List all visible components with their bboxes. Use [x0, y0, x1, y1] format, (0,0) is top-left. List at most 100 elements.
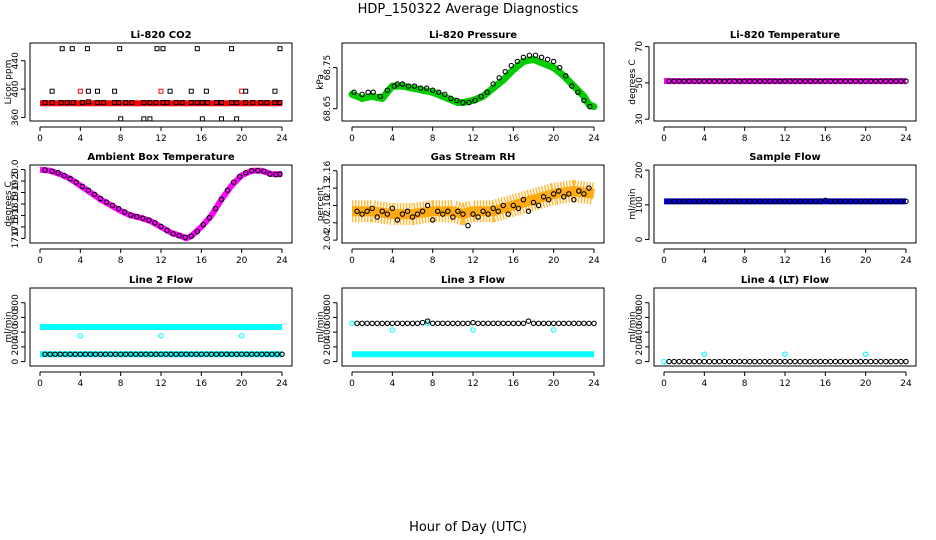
panel-2-series-averages-point	[550, 58, 557, 65]
panel-6-series-averages-point	[772, 198, 778, 205]
panel-6-series-averages-point	[706, 198, 713, 205]
panel-4-ytick-label: 20.0	[11, 159, 21, 179]
panel-7-series-averages-point	[213, 351, 220, 357]
panel-8-series-averages-point	[530, 320, 537, 327]
panel-8-series-averages-point	[515, 320, 522, 327]
panel-5-ytick-label: 2.10	[323, 195, 333, 215]
panel-2-series-averages-point	[423, 85, 430, 91]
panel-4-series-averages-point	[97, 195, 104, 202]
panel-9-series-averages-point	[716, 358, 723, 365]
panel-4-series-averages-point	[236, 173, 243, 180]
panel-8-series-averages-point	[465, 320, 471, 327]
panel-6-series-averages-point	[731, 198, 738, 205]
panel-9-series-averages-point	[691, 358, 697, 365]
panel-1-series-averages-point	[147, 116, 153, 121]
panel-5-series-averages-point	[560, 194, 567, 200]
panel-2-series-averages-point	[502, 68, 509, 75]
panel-3-series-averages-point	[857, 78, 864, 84]
panel-8-series-cyan-points-point	[389, 327, 396, 333]
panel-9-series-averages-point	[787, 358, 793, 365]
panel-7-series-averages-point	[42, 351, 48, 357]
panel-8-xtick-label: 20	[548, 379, 560, 389]
panel-7-series-averages-point	[92, 351, 99, 357]
chart-panel-4: Ambient Box Temperature degrees C 0 4 8 12 16 2…	[4, 152, 293, 266]
panel-1-series-averages-point	[58, 100, 64, 106]
panel-3-series-averages-point	[787, 78, 793, 84]
panel-1-series-red-markers-point	[158, 88, 164, 94]
panel-7-series-averages-point	[82, 351, 89, 357]
panel-9-series-averages-point	[852, 358, 859, 365]
panel-9-series-averages-point	[751, 358, 758, 365]
panel-8-series-averages-point	[399, 320, 406, 327]
panel-7-xtick-label: 4	[77, 379, 83, 389]
panel-7-series-averages-point	[223, 351, 230, 357]
panel-4-series-averages-point	[206, 215, 213, 221]
panel-7-series-averages-point	[67, 351, 74, 357]
panel-7-series-cyan-points-point	[77, 333, 84, 339]
panel-3-ylabel: degrees C	[628, 59, 638, 104]
panel-7-series-averages-point	[279, 351, 285, 357]
panel-6-series-averages-point	[762, 198, 768, 205]
panel-7-series-averages-point	[178, 351, 184, 357]
panel-6-series-averages-point	[782, 198, 788, 205]
panel-2-ytick-label: 68.65	[323, 96, 333, 122]
panel-5-series-averages-point	[535, 202, 542, 209]
panel-4-series-averages-point	[73, 179, 80, 185]
panel-5-ytick-label: 2.16	[323, 160, 333, 180]
panel-4-xtick-label: 24	[276, 256, 288, 266]
panel-4-xtick-label: 16	[196, 256, 208, 266]
panel-3-series-averages-point	[671, 78, 677, 84]
panel-4-data	[39, 166, 283, 242]
panel-4-series-averages-point	[121, 209, 128, 215]
panel-7-xtick-label: 24	[276, 379, 288, 389]
panel-6-ytick-label: 0	[635, 236, 645, 242]
panel-9-series-averages-point	[767, 358, 773, 365]
panel-6-series-averages-point	[797, 198, 803, 205]
panel-1-xtick-label: 4	[77, 134, 83, 144]
panel-4-series-averages-point	[146, 217, 152, 223]
panel-7-xtick-label: 8	[118, 379, 124, 389]
panel-4-series-averages-point	[115, 205, 122, 212]
panel-3-xtick-label: 12	[779, 134, 790, 144]
panel-4-ytick-label: 19.5	[11, 171, 21, 191]
panel-5-series-averages-point	[520, 196, 527, 203]
panel-4-series-averages-point	[67, 176, 74, 182]
panel-5-xtick-label: 0	[349, 256, 355, 266]
panel-2-series-averages-point	[508, 62, 515, 69]
panel-8-series-averages-point	[576, 320, 582, 327]
panel-1-series-averages-point	[112, 88, 118, 94]
panel-6-ylabel: ml/min	[628, 188, 638, 219]
panel-1-series-averages-point	[272, 100, 278, 106]
panel-4-title: Ambient Box Temperature	[87, 152, 234, 163]
panel-1-series-averages-point	[173, 100, 179, 106]
panel-5-ylabel: percent	[316, 186, 326, 221]
panel-4-series-averages-point	[230, 179, 237, 185]
panel-2-xtick-label: 8	[430, 134, 436, 144]
panel-7-series-averages-point	[143, 351, 149, 357]
panel-7-series-averages-point	[203, 351, 210, 357]
panel-5-series-averages-point	[394, 217, 401, 223]
panel-1-series-averages-point	[141, 116, 147, 121]
panel-6-series-averages-point	[862, 198, 869, 205]
panel-2-series-averages-point	[351, 89, 357, 96]
panel-7-series-averages-point	[62, 351, 68, 357]
panel-9-xtick-label: 20	[860, 379, 872, 389]
panel-3-series-averages-point	[696, 78, 703, 84]
panel-8-series-averages-point	[545, 320, 552, 327]
panel-7-series-averages-point	[133, 351, 139, 357]
panel-9-ytick-label: 0	[635, 358, 645, 364]
panel-1-series-averages-point	[204, 100, 210, 106]
panel-2-series-averages-point	[370, 89, 376, 96]
panel-5-series-averages-point	[354, 208, 360, 214]
panel-7-series-averages-point	[77, 351, 84, 357]
panel-1-series-averages-point	[188, 100, 194, 106]
panel-6-xtick-label: 0	[661, 256, 667, 266]
panel-1-series-averages-point	[94, 88, 100, 94]
panel-9-series-averages-point	[711, 358, 718, 365]
panel-8-ytick-label: 400	[323, 323, 333, 340]
panel-9-ytick-label: 400	[635, 323, 645, 340]
panel-8-series-averages-point	[520, 320, 527, 327]
panel-2-series-averages-point	[448, 95, 454, 102]
panel-9-series-averages-point	[681, 358, 687, 365]
panel-8-series-averages-point	[424, 318, 431, 324]
